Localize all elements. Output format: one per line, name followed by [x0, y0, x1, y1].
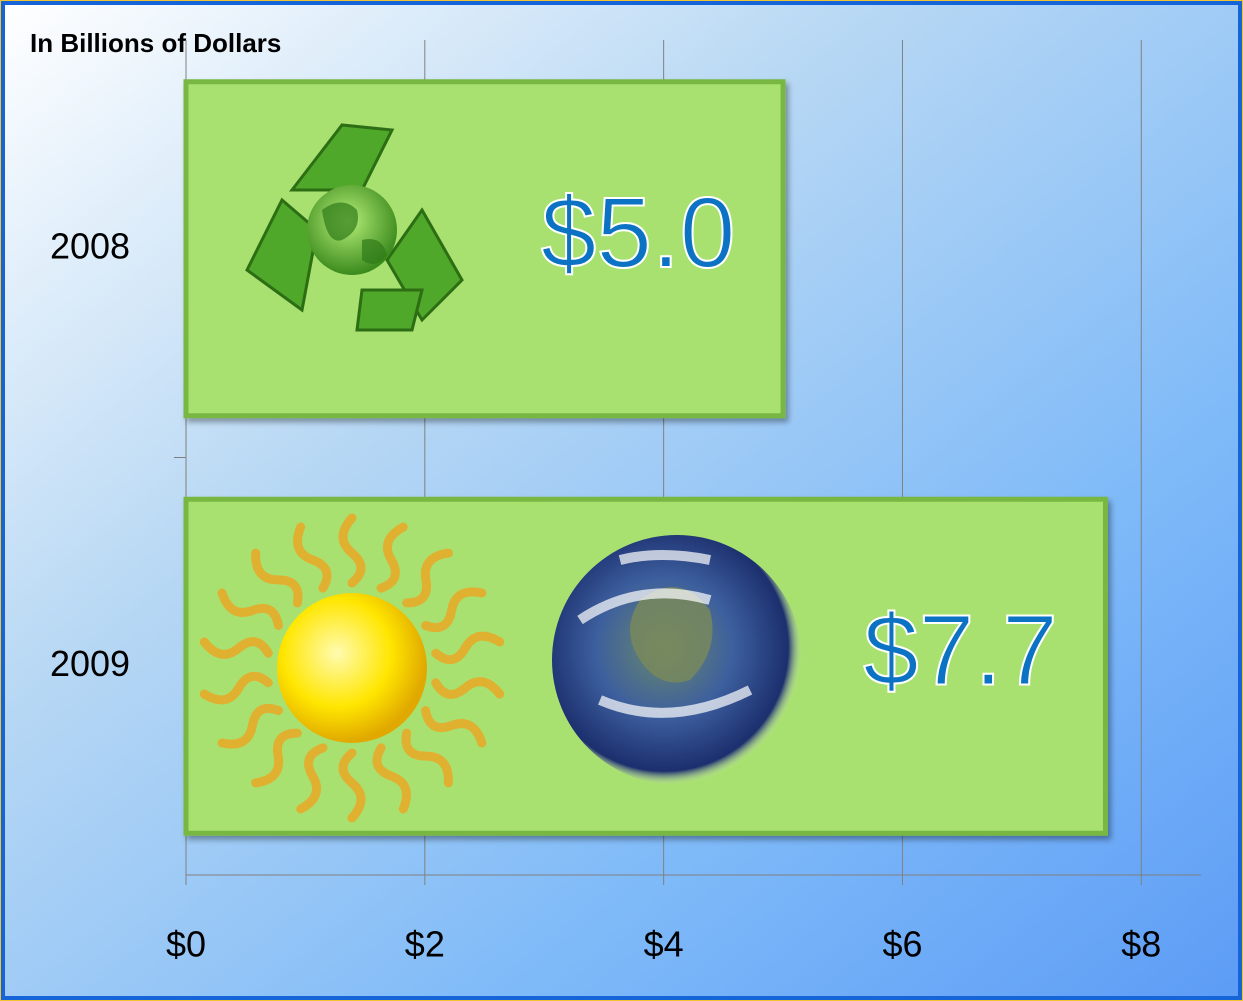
axis-title: In Billions of Dollars: [30, 28, 281, 58]
y-tick-label: 2009: [50, 643, 130, 684]
x-tick-label: $0: [166, 924, 206, 965]
x-tick-label: $2: [405, 924, 445, 965]
x-tick-label: $6: [882, 924, 922, 965]
x-tick-label: $8: [1121, 924, 1161, 965]
x-tick-label: $4: [644, 924, 684, 965]
y-tick-label: 2008: [50, 225, 130, 266]
chart: In Billions of Dollars $0 $2 $4 $6 $8 2008 $5.…: [0, 0, 1243, 1001]
data-label: $5.0: [541, 177, 736, 289]
data-label: $7.7: [863, 595, 1058, 707]
earth-icon: [552, 535, 802, 785]
